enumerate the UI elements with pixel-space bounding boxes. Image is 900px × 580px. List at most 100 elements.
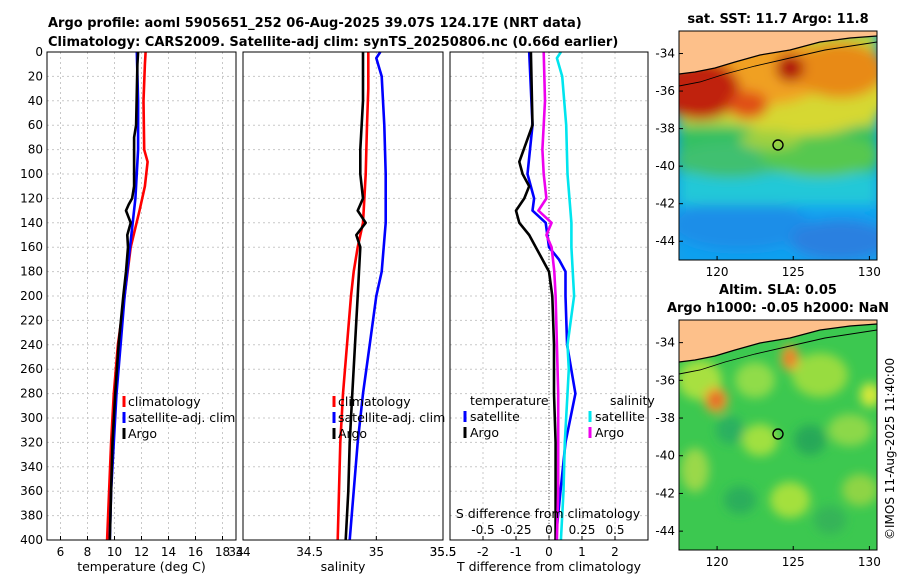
- legend-salinity-title: salinity: [610, 393, 655, 408]
- y-tick-label: 180: [20, 265, 43, 279]
- y-tick-label: 160: [20, 240, 43, 254]
- s-difference-axis-label: S difference from climatology: [456, 506, 641, 521]
- sst-field: [679, 31, 877, 260]
- x-tick-label: 34: [235, 545, 250, 559]
- y-tick-label: 400: [20, 533, 43, 547]
- series-climatology: [105, 51, 149, 541]
- x-tick-label: 34: [228, 545, 243, 559]
- legend-climatology-label: climatology: [128, 394, 201, 409]
- map-y-tick-label: -44: [655, 234, 675, 248]
- sla-map-title-line1: Altim. SLA: 0.05: [719, 283, 837, 298]
- s-difference-ticks: -0.5 -0.25 0 0.25 0.5: [471, 523, 624, 537]
- salinity-legend: climatology satellite-adj. clim Argo: [332, 394, 445, 441]
- legend-temperature-title: temperature: [470, 393, 549, 408]
- map-y-tick-label: -34: [655, 336, 675, 350]
- legend-t-argo-label: Argo: [470, 425, 499, 440]
- sst-map-ticks: 120 125 130 -34 -36 -38 -40 -42 -44: [655, 47, 880, 279]
- x-tick-label: 14: [161, 545, 176, 559]
- figure-title-line2: Climatology: CARS2009. Satellite-adj cli…: [48, 35, 618, 50]
- temperature-panel: 6 8 10 12 14 16 180204060801001201401601802002…: [20, 45, 244, 574]
- map-y-tick-label: -44: [655, 524, 675, 538]
- x-axis-label: T difference from climatology: [456, 559, 642, 574]
- map-y-tick-label: -42: [655, 486, 675, 500]
- map-x-tick-label: 130: [858, 265, 881, 279]
- map-y-tick-label: -36: [655, 373, 675, 387]
- y-tick-label: 100: [20, 167, 43, 181]
- x-tick-label: 8: [84, 545, 92, 559]
- series-s-satellite: [555, 51, 576, 541]
- y-tick-label: 380: [20, 509, 43, 523]
- y-tick-label: 140: [20, 216, 43, 230]
- temperature-legend: climatology satellite-adj. clim Argo: [122, 394, 235, 441]
- y-tick-label: 340: [20, 460, 43, 474]
- map-x-tick-label: 120: [706, 555, 729, 569]
- legend-s-argo-label: Argo: [595, 425, 624, 440]
- x-axis-label: salinity: [321, 559, 366, 574]
- y-tick-label: 300: [20, 411, 43, 425]
- plot-frame: [242, 51, 444, 541]
- y-tick-label: 260: [20, 362, 43, 376]
- legend-argo-label: Argo: [338, 426, 367, 441]
- map-y-tick-label: -40: [655, 159, 675, 173]
- difference-panel: -2 -1 0 1 2T difference from climatology: [449, 51, 649, 574]
- difference-legend: temperature salinity satellite Argo sate…: [463, 393, 655, 440]
- x-tick-label: -1: [510, 545, 522, 559]
- sla-map: Altim. SLA: 0.05 Argo h1000: -0.05 h2000…: [655, 283, 889, 569]
- x-tick-label: 1: [578, 545, 586, 559]
- y-tick-label: 200: [20, 289, 43, 303]
- y-tick-label: 280: [20, 387, 43, 401]
- y-tick-label: 40: [28, 94, 43, 108]
- sst-map-frame: [678, 30, 878, 261]
- legend-climatology-label: climatology: [338, 394, 411, 409]
- plot-frame: [46, 51, 237, 541]
- sla-field: [679, 320, 877, 550]
- shelf-contour: [679, 329, 877, 375]
- y-tick-label: 20: [28, 69, 43, 83]
- x-tick-label: 0: [545, 545, 553, 559]
- legend-satellite-label: satellite-adj. clim: [338, 410, 445, 425]
- y-tick-label: 60: [28, 118, 43, 132]
- map-x-tick-label: 125: [782, 555, 805, 569]
- s-tick-label: 0.5: [605, 523, 624, 537]
- legend-s-satellite-label: satellite: [595, 409, 645, 424]
- x-tick-label: 35.5: [430, 545, 457, 559]
- x-tick-label: 18: [215, 545, 230, 559]
- argo-location-marker: [772, 428, 784, 440]
- y-tick-label: 360: [20, 484, 43, 498]
- plot-frame: [449, 51, 649, 541]
- y-tick-label: 120: [20, 191, 43, 205]
- argo-location-marker: [772, 139, 784, 151]
- series-argo: [108, 51, 140, 541]
- legend-t-satellite-label: satellite: [470, 409, 520, 424]
- x-tick-label: 16: [188, 545, 203, 559]
- map-x-tick-label: 120: [706, 265, 729, 279]
- x-tick-label: 6: [57, 545, 65, 559]
- x-axis-label: temperature (deg C): [77, 559, 206, 574]
- shelf-contour: [679, 41, 877, 87]
- y-tick-label: 80: [28, 143, 43, 157]
- x-tick-label: -2: [477, 545, 489, 559]
- map-x-tick-label: 125: [782, 265, 805, 279]
- map-y-tick-label: -40: [655, 449, 675, 463]
- sst-map: sat. SST: 11.7 Argo: 11.8: [655, 12, 880, 279]
- australia-land: [679, 31, 877, 74]
- y-tick-label: 0: [35, 45, 43, 59]
- imos-watermark: ©IMOS 11-Aug-2025 11:40:00: [883, 358, 897, 540]
- y-tick-label: 320: [20, 435, 43, 449]
- x-tick-label: 12: [134, 545, 149, 559]
- figure-title-line1: Argo profile: aoml 5905651_252 06-Aug-20…: [48, 16, 582, 31]
- map-y-tick-label: -36: [655, 84, 675, 98]
- x-tick-label: 35.5: [430, 545, 457, 559]
- sla-map-frame: [678, 319, 878, 551]
- coastline: [679, 323, 877, 363]
- coastline: [679, 35, 877, 75]
- s-tick-label: -0.5: [471, 523, 494, 537]
- map-y-tick-label: -42: [655, 197, 675, 211]
- y-tick-label: 220: [20, 313, 43, 327]
- series-t-argo: [514, 51, 557, 540]
- s-tick-label: -0.25: [500, 523, 531, 537]
- series-s-argo: [537, 51, 560, 541]
- map-y-tick-label: -38: [655, 411, 675, 425]
